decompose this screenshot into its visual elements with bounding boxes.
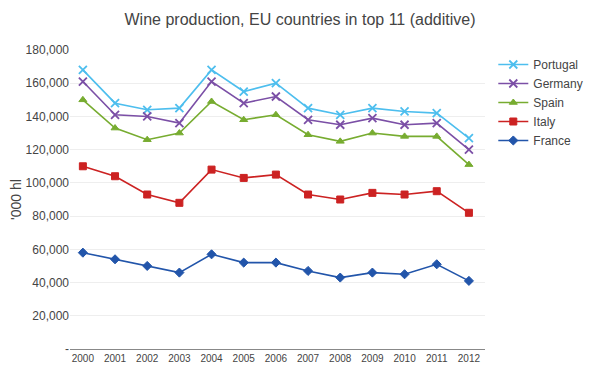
svg-text:2008: 2008 — [329, 353, 352, 364]
svg-text:2010: 2010 — [393, 353, 416, 364]
svg-text:2002: 2002 — [136, 353, 159, 364]
svg-text:Italy: Italy — [533, 115, 555, 129]
svg-text:100,000: 100,000 — [26, 176, 70, 190]
svg-text:2004: 2004 — [200, 353, 223, 364]
svg-text:'000 hl: '000 hl — [8, 179, 24, 220]
svg-text:-: - — [65, 342, 69, 356]
svg-text:60,000: 60,000 — [32, 243, 69, 257]
svg-text:2005: 2005 — [233, 353, 256, 364]
svg-text:2001: 2001 — [104, 353, 127, 364]
svg-text:France: France — [533, 134, 571, 148]
svg-text:160,000: 160,000 — [26, 76, 70, 90]
svg-text:2000: 2000 — [72, 353, 95, 364]
svg-text:20,000: 20,000 — [32, 309, 69, 323]
svg-text:2012: 2012 — [458, 353, 481, 364]
svg-text:2009: 2009 — [361, 353, 384, 364]
svg-text:40,000: 40,000 — [32, 276, 69, 290]
svg-text:Spain: Spain — [533, 96, 564, 110]
svg-text:2006: 2006 — [265, 353, 288, 364]
svg-text:120,000: 120,000 — [26, 143, 70, 157]
svg-text:Wine production, EU countries: Wine production, EU countries in top 11 … — [125, 11, 476, 28]
svg-text:Germany: Germany — [533, 77, 582, 91]
svg-text:2003: 2003 — [168, 353, 191, 364]
svg-text:180,000: 180,000 — [26, 43, 70, 57]
svg-text:2011: 2011 — [426, 353, 448, 364]
svg-text:Portugal: Portugal — [533, 58, 578, 72]
svg-text:80,000: 80,000 — [32, 209, 69, 223]
svg-text:140,000: 140,000 — [26, 110, 70, 124]
svg-text:2007: 2007 — [297, 353, 320, 364]
